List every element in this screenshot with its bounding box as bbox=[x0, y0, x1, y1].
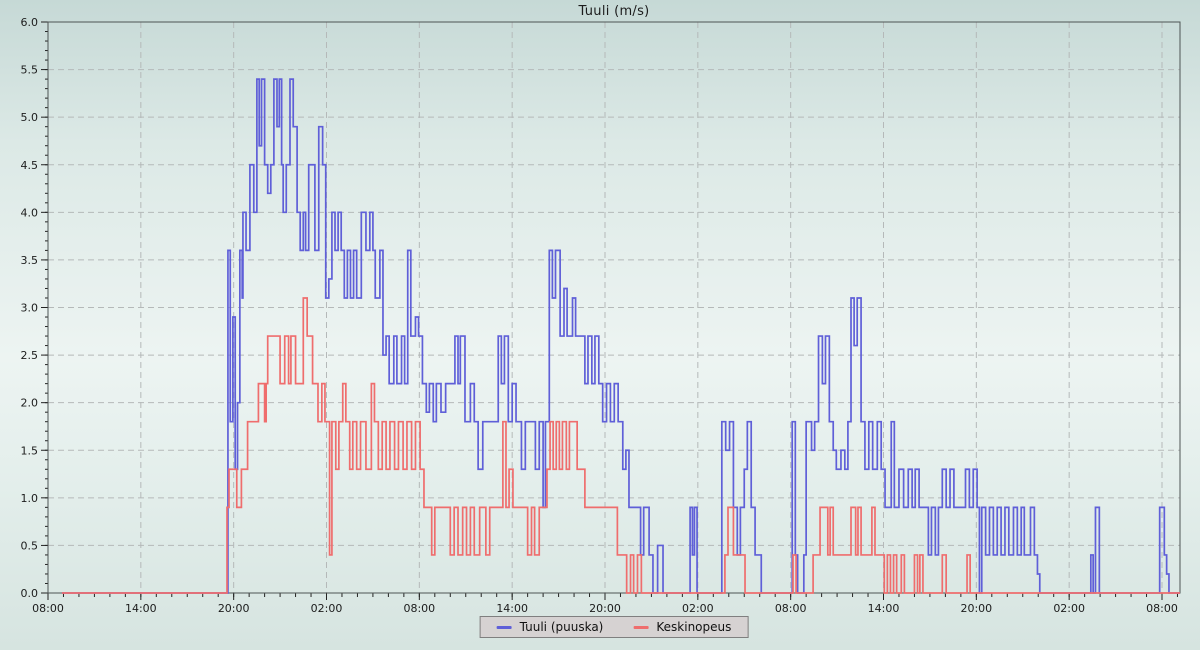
y-tick-label: 0.5 bbox=[21, 539, 39, 552]
series-average-line bbox=[61, 297, 1180, 594]
x-tick-label: 08:00 bbox=[403, 602, 435, 615]
x-tick-label: 20:00 bbox=[589, 602, 621, 615]
y-tick-label: 1.5 bbox=[21, 444, 39, 457]
x-tick-label: 20:00 bbox=[218, 602, 250, 615]
x-tick-label: 02:00 bbox=[311, 602, 343, 615]
legend-gust-line-icon bbox=[496, 625, 512, 629]
x-tick-label: 02:00 bbox=[682, 602, 714, 615]
legend-average-label: Keskinopeus bbox=[656, 620, 732, 634]
y-tick-label: 4.0 bbox=[21, 206, 39, 219]
legend: Tuuli (puuska) Keskinopeus bbox=[479, 616, 749, 638]
y-tick-label: 2.0 bbox=[21, 397, 39, 410]
series-gust-line bbox=[61, 78, 1180, 594]
x-tick-label: 02:00 bbox=[1053, 602, 1085, 615]
axis-ticks bbox=[41, 21, 1178, 600]
y-tick-label: 3.0 bbox=[21, 302, 39, 315]
y-tick-label: 6.0 bbox=[21, 16, 39, 29]
x-tick-label: 14:00 bbox=[868, 602, 900, 615]
y-tick-label: 5.0 bbox=[21, 111, 39, 124]
x-tick-label: 08:00 bbox=[775, 602, 807, 615]
y-tick-label: 0.0 bbox=[21, 587, 39, 600]
y-tick-label: 1.0 bbox=[21, 492, 39, 505]
y-tick-label: 3.5 bbox=[21, 254, 39, 267]
x-tick-label: 14:00 bbox=[496, 602, 528, 615]
legend-item-gust: Tuuli (puuska) bbox=[496, 620, 604, 634]
legend-average-line-icon bbox=[633, 625, 649, 629]
y-tick-label: 2.5 bbox=[21, 349, 39, 362]
y-tick-label: 5.5 bbox=[21, 64, 39, 77]
x-tick-label: 14:00 bbox=[125, 602, 157, 615]
x-tick-label: 08:00 bbox=[32, 602, 64, 615]
legend-gust-label: Tuuli (puuska) bbox=[519, 620, 604, 634]
axis-tick-labels: 0.0 0.5 1.0 1.5 2.0 2.5 3.0 3.5 4.0 4.5 5.0 5.5 6.0 0… bbox=[21, 16, 1178, 615]
legend-item-average: Keskinopeus bbox=[633, 620, 731, 634]
x-tick-label: 20:00 bbox=[960, 602, 992, 615]
page-title: Tuuli (m/s) bbox=[578, 4, 650, 19]
plot-border bbox=[47, 21, 1181, 594]
x-tick-label: 08:00 bbox=[1146, 602, 1178, 615]
y-tick-label: 4.5 bbox=[21, 159, 39, 172]
